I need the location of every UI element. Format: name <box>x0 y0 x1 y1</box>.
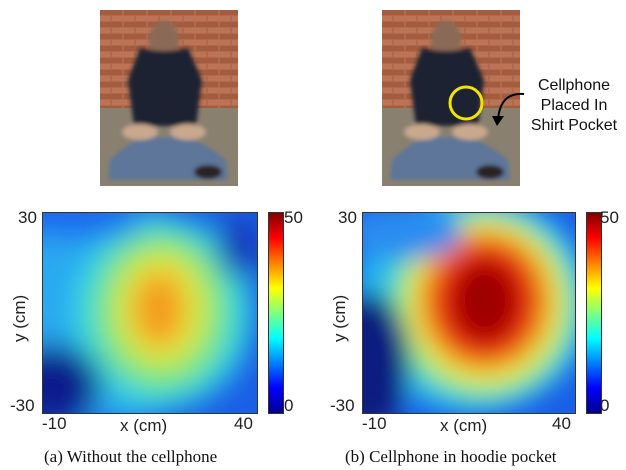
colorbar-b <box>586 212 602 414</box>
heatmap-without-cellphone <box>42 212 258 414</box>
x-tick-b-left: -10 <box>362 414 387 433</box>
callout-line-3: Shirt Pocket <box>530 117 618 134</box>
x-tick-a-left: -10 <box>42 414 67 433</box>
photo-without-cellphone <box>100 10 238 186</box>
callout-arrow <box>492 92 525 126</box>
y-axis-label-a: y (cm) <box>10 294 29 342</box>
callout-line-1: Cellphone <box>537 77 611 94</box>
caption-b: (b) Cellphone in hoodie pocket <box>345 447 557 466</box>
colorbar-b-max: 50 <box>600 208 619 227</box>
colorbar-a-max: 50 <box>284 208 303 227</box>
pocket-marker-circle <box>448 85 484 121</box>
x-tick-b-right: 40 <box>552 414 571 433</box>
x-axis-label-a: x (cm) <box>120 416 168 435</box>
colorbar-a <box>268 212 284 414</box>
y-tick-a-bottom: -30 <box>10 396 35 415</box>
heatmap-cellphone-in-pocket <box>362 212 576 414</box>
colorbar-a-min: 0 <box>284 396 294 415</box>
y-tick-b-bottom: -30 <box>330 396 355 415</box>
y-tick-a-top: 30 <box>18 208 37 227</box>
caption-a: (a) Without the cellphone <box>44 447 218 466</box>
callout-text: Cellphone Placed In Shirt Pocket <box>524 76 624 136</box>
x-tick-a-right: 40 <box>234 414 253 433</box>
y-axis-label-b: y (cm) <box>330 294 349 342</box>
colorbar-b-min: 0 <box>600 396 610 415</box>
callout-line-2: Placed In <box>540 97 608 114</box>
y-tick-b-top: 30 <box>338 208 357 227</box>
x-axis-label-b: x (cm) <box>440 416 488 435</box>
